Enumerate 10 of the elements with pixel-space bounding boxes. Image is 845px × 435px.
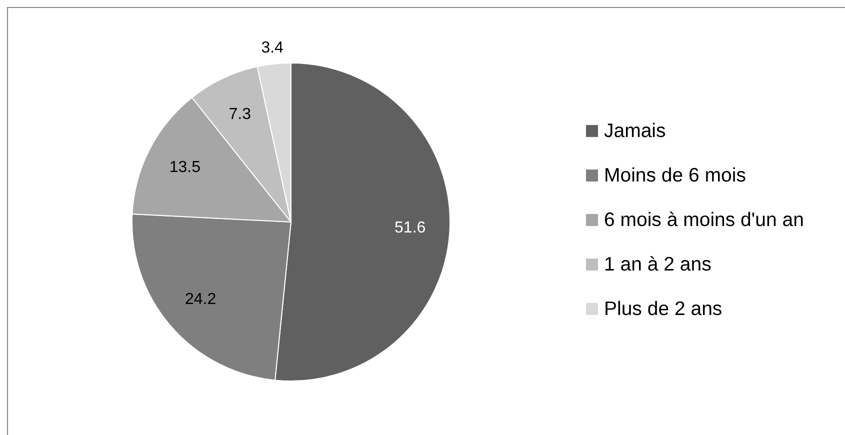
data-label: 7.3 (228, 106, 252, 123)
data-label: 51.6 (394, 219, 426, 236)
data-label: 3.4 (261, 39, 284, 56)
data-label: 13.5 (169, 159, 201, 176)
legend-label: Moins de 6 mois (604, 164, 746, 186)
legend-label: Jamais (604, 120, 666, 142)
legend-label: 6 mois à moins d'un an (604, 209, 804, 231)
legend-label: 1 an à 2 ans (604, 254, 712, 276)
data-label: 24.2 (184, 291, 216, 308)
legend-label: Plus de 2 ans (604, 298, 722, 320)
